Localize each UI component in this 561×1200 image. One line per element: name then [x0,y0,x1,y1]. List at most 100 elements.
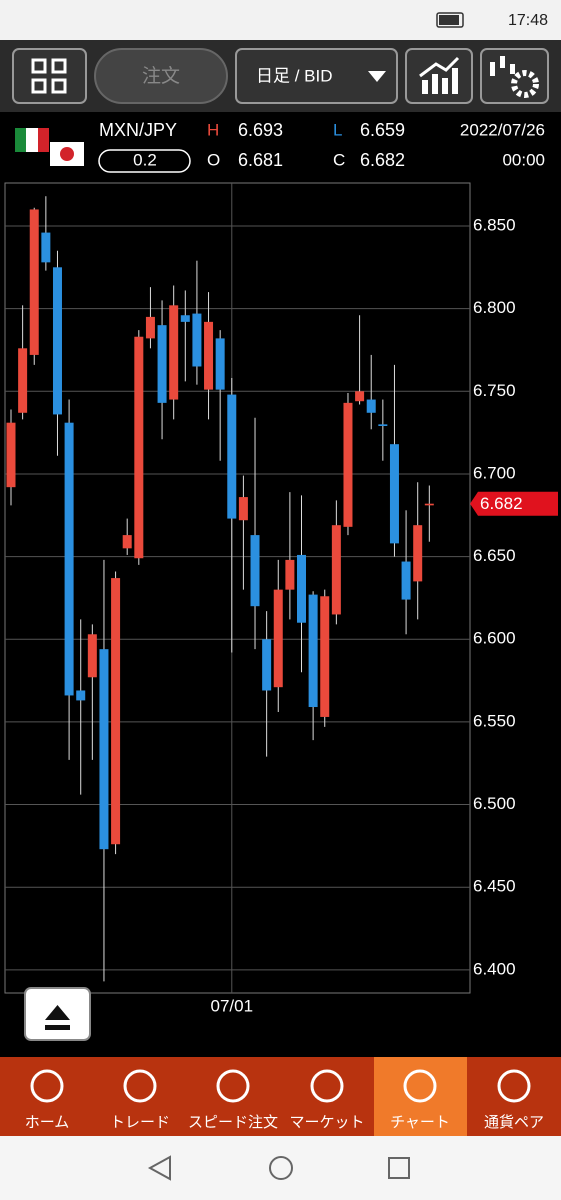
y-tick-label: 6.750 [473,381,516,400]
flag-mx-green [15,128,26,152]
nav-label: スピード注文 [188,1114,278,1131]
collapse-icon [45,1005,70,1030]
candle-body [180,315,190,322]
candle-body [145,316,155,339]
nav-icon [310,1069,344,1103]
candle-body [122,535,132,549]
open-label: O [207,150,220,169]
candle-body [273,589,283,688]
high: 6.693 [238,120,283,140]
pair: MXN/JPY [99,120,177,140]
plot-area [4,182,471,994]
candle-body [18,348,28,413]
low-label: L [333,120,342,139]
order-label: 注文 [142,65,180,87]
nav-icon [497,1069,531,1103]
candle-body [111,578,121,845]
flag-jp-sun [60,147,74,161]
candle-body [401,561,411,600]
candle-body [424,503,434,506]
nav-icon [216,1069,250,1103]
x-tick-label: 07/01 [211,996,254,1015]
indicator-button[interactable] [405,48,473,104]
candle-body [29,209,39,355]
candle-body [297,554,306,623]
settings-icon [511,70,539,98]
candle-body [215,338,225,390]
candle-body [238,497,248,521]
bottom-nav [0,1057,561,1136]
candle-body [366,399,376,413]
nav-label: マーケット [289,1114,364,1131]
timeframe-dropdown[interactable] [235,48,398,104]
battery [436,12,464,28]
nav-icon [123,1069,157,1103]
date: 2022/07/26 [460,120,545,139]
candle-body [355,391,365,402]
nav-label: ホーム [25,1114,70,1131]
candle-body [413,525,423,582]
candle-body [262,639,272,691]
open: 6.681 [238,150,283,170]
candle-body [378,424,388,426]
candle-body [6,422,16,488]
menu-button[interactable] [12,48,87,104]
recents-button[interactable] [388,1157,410,1179]
candle-body [320,596,330,717]
time: 00:00 [502,150,545,169]
candle-body [134,336,144,559]
system-nav [0,1136,561,1200]
spread-box [98,149,191,173]
y-tick-label: 6.500 [473,794,516,813]
high-label: H [207,120,219,139]
candle-body [169,305,179,400]
close-label: C [333,150,345,169]
flag-mx-red [38,128,49,152]
clock: 17:48 [508,12,548,29]
candle-body [204,321,214,390]
spread: 0.2 [133,150,157,169]
back-button[interactable] [147,1155,171,1181]
y-tick-label: 6.450 [473,877,516,896]
indicator-icon [419,56,460,94]
dropdown-arrow [368,71,386,82]
candle-body [157,325,167,403]
candle-body [76,690,86,701]
nav-icon [403,1069,437,1103]
candle-icon [490,56,515,76]
timeframe-label: 日足 / BID [256,66,333,85]
home-button[interactable] [269,1156,293,1180]
nav-label: トレード [110,1114,170,1131]
candle-body [227,394,237,519]
battery-level [439,15,459,25]
y-tick-label: 6.600 [473,629,516,648]
candle-body [52,267,62,415]
candle-body [343,402,353,527]
y-tick-label: 6.850 [473,215,516,234]
candle-body [389,444,399,544]
price-tag [470,491,558,516]
y-tick-label: 6.400 [473,959,516,978]
nav-label: 通貨ペア [484,1114,544,1131]
order-button[interactable] [94,48,228,104]
low: 6.659 [360,120,405,140]
candle-body [331,525,341,615]
candle-body [192,313,202,367]
y-tick-label: 6.700 [473,463,516,482]
candle-body [285,559,295,590]
price-tag-label: 6.682 [480,494,523,513]
status-bar [0,0,561,40]
candle-body [64,422,74,696]
y-tick-label: 6.550 [473,711,516,730]
candle-body [41,232,51,263]
candle-body [308,594,318,708]
candle-body [87,634,97,678]
candle-body [99,649,109,850]
nav-label: チャート [390,1114,450,1131]
menu-icon [31,58,67,94]
y-tick-label: 6.650 [473,546,516,565]
candle-body [250,535,260,607]
nav-icon [30,1069,64,1103]
